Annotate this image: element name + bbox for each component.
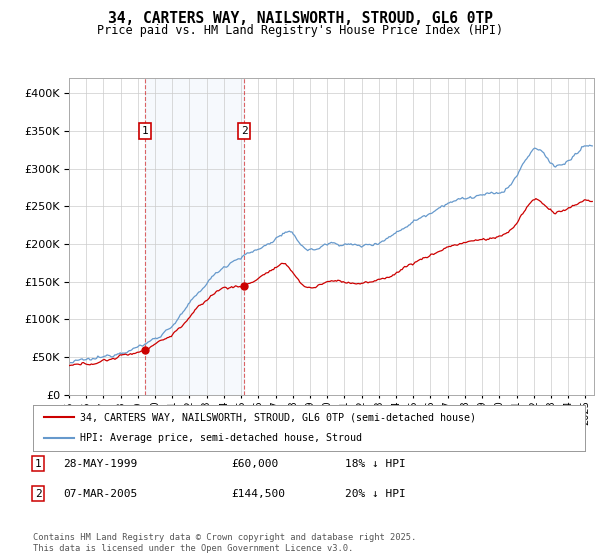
Text: 07-MAR-2005: 07-MAR-2005 [63, 489, 137, 499]
Text: HPI: Average price, semi-detached house, Stroud: HPI: Average price, semi-detached house,… [80, 433, 362, 444]
Text: £60,000: £60,000 [231, 459, 278, 469]
Text: Price paid vs. HM Land Registry's House Price Index (HPI): Price paid vs. HM Land Registry's House … [97, 24, 503, 37]
Text: 34, CARTERS WAY, NAILSWORTH, STROUD, GL6 0TP: 34, CARTERS WAY, NAILSWORTH, STROUD, GL6… [107, 11, 493, 26]
Bar [145, 78, 244, 395]
Text: Contains HM Land Registry data © Crown copyright and database right 2025.
This d: Contains HM Land Registry data © Crown c… [33, 533, 416, 553]
Text: 1: 1 [142, 126, 148, 136]
Text: 18% ↓ HPI: 18% ↓ HPI [345, 459, 406, 469]
Text: 20% ↓ HPI: 20% ↓ HPI [345, 489, 406, 499]
Text: £144,500: £144,500 [231, 489, 285, 499]
Text: 1: 1 [35, 459, 41, 469]
Text: 2: 2 [35, 489, 41, 499]
Text: 28-MAY-1999: 28-MAY-1999 [63, 459, 137, 469]
Text: 2: 2 [241, 126, 248, 136]
Text: 34, CARTERS WAY, NAILSWORTH, STROUD, GL6 0TP (semi-detached house): 34, CARTERS WAY, NAILSWORTH, STROUD, GL6… [80, 412, 476, 422]
